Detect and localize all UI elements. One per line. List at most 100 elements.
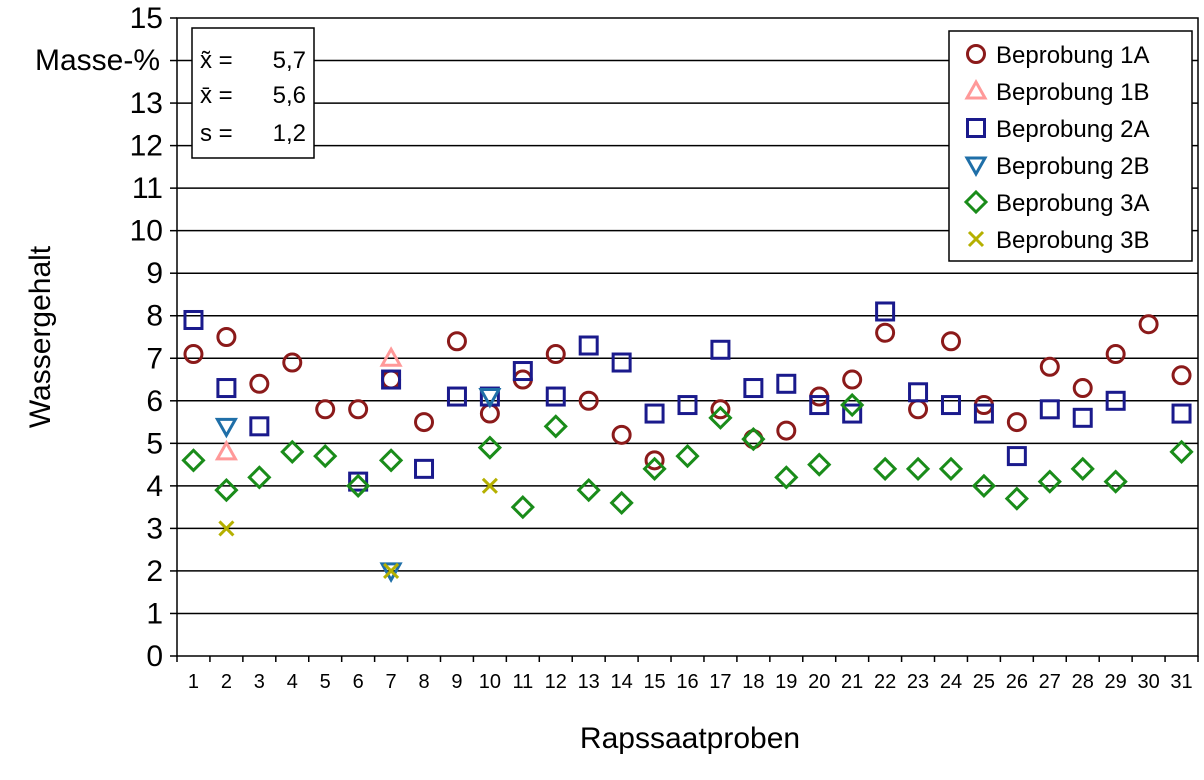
data-point (512, 361, 533, 382)
data-point (381, 369, 402, 390)
x-axis: 1 2 3 4 5 6 7 8 9 10 11 12 13 14 15 16 17 18 19 20 21 22 23 24 2… (176, 656, 1199, 693)
data-point (1039, 399, 1060, 420)
x-tick-label: 26 (1006, 671, 1028, 693)
x-tick-label: 19 (775, 671, 797, 693)
x-tick-label: 7 (386, 671, 397, 693)
data-points (181, 301, 1194, 583)
y-tick-label: 3 (146, 512, 163, 545)
stats-mean-value: 5,6 (273, 82, 306, 109)
legend-label: Beprobung 2B (996, 153, 1149, 180)
data-point (940, 395, 961, 416)
data-point (776, 373, 797, 394)
data-point (807, 452, 832, 477)
data-point (510, 495, 535, 520)
data-point (875, 322, 896, 343)
legend-marker (964, 78, 988, 100)
data-point (642, 456, 667, 481)
data-point (1103, 469, 1128, 494)
series-beprobung-1b (214, 346, 403, 461)
stats-box: x̃ = 5,7 x̄ = 5,6 s = 1,2 (191, 27, 315, 159)
data-point (543, 414, 568, 439)
data-point (1138, 314, 1159, 335)
data-point (842, 403, 863, 424)
series-beprobung-2b (214, 388, 502, 583)
x-tick-label: 14 (611, 671, 633, 693)
data-point (346, 473, 371, 498)
data-point (1072, 378, 1093, 399)
data-point (214, 477, 239, 503)
y-tick-label: 1 (146, 597, 163, 630)
data-point (710, 399, 731, 420)
data-point (478, 388, 502, 409)
series-beprobung-3a (181, 392, 1194, 520)
x-tick-label: 6 (353, 671, 364, 693)
data-point (1006, 412, 1027, 433)
data-point (905, 456, 931, 481)
y-tick-label: 0 (146, 640, 163, 673)
x-tick-label: 1 (188, 671, 199, 693)
data-point (675, 443, 700, 469)
series-beprobung-2a (183, 301, 1192, 492)
x-tick-label: 30 (1137, 671, 1159, 693)
data-point (840, 392, 865, 418)
y-tick-label: 9 (146, 257, 163, 290)
stats-mean-label: x̄ = (200, 82, 233, 109)
data-point (677, 395, 698, 416)
data-point (875, 301, 896, 322)
series-beprobung-3b (218, 477, 498, 579)
stats-median-value: 5,7 (273, 47, 306, 74)
x-tick-label: 8 (418, 671, 429, 693)
y-unit-label: Masse-% (35, 44, 160, 77)
legend-label: Beprobung 1A (996, 42, 1149, 69)
data-point (383, 562, 400, 579)
data-point (379, 562, 403, 583)
y-tick-label: 11 (132, 172, 163, 205)
data-point (1072, 407, 1093, 428)
legend-marker (967, 230, 985, 248)
data-point (1171, 403, 1192, 424)
x-tick-label: 27 (1039, 671, 1061, 693)
data-point (282, 352, 303, 373)
y-tick-label: 5 (146, 427, 163, 460)
x-tick-label: 21 (841, 671, 863, 693)
y-tick-label: 10 (130, 215, 163, 248)
data-point (908, 382, 929, 403)
data-point (183, 309, 204, 330)
data-point (609, 490, 634, 516)
data-point (379, 346, 403, 367)
x-tick-label: 15 (643, 671, 665, 693)
data-point (743, 378, 764, 399)
data-point (216, 327, 237, 347)
data-point (214, 439, 238, 461)
data-point (446, 386, 467, 407)
x-tick-label: 31 (1170, 671, 1192, 693)
data-point (1169, 439, 1194, 464)
data-point (414, 458, 435, 479)
legend-label: Beprobung 2A (996, 116, 1149, 143)
data-point (973, 403, 994, 424)
plot-area (176, 17, 1199, 657)
y-tick-label: 13 (130, 87, 163, 120)
legend-label: Beprobung 1B (996, 79, 1149, 106)
x-tick-label: 18 (742, 671, 764, 693)
x-axis-title: Rapssaatproben (580, 722, 800, 755)
data-point (940, 331, 961, 352)
legend-marker (966, 44, 986, 64)
x-tick-label: 3 (254, 671, 265, 693)
data-point (280, 439, 305, 464)
data-point (414, 412, 435, 433)
data-point (872, 456, 898, 481)
data-point (1105, 390, 1126, 411)
x-tick-label: 9 (451, 671, 462, 693)
data-point (214, 417, 238, 439)
data-point (708, 405, 733, 430)
x-tick-label: 29 (1105, 671, 1127, 693)
data-point (545, 386, 566, 407)
y-tick-label: 4 (146, 470, 163, 503)
data-point (315, 399, 336, 420)
data-point (348, 399, 369, 420)
data-point (1039, 356, 1060, 377)
y-tick-label: 7 (146, 342, 163, 375)
